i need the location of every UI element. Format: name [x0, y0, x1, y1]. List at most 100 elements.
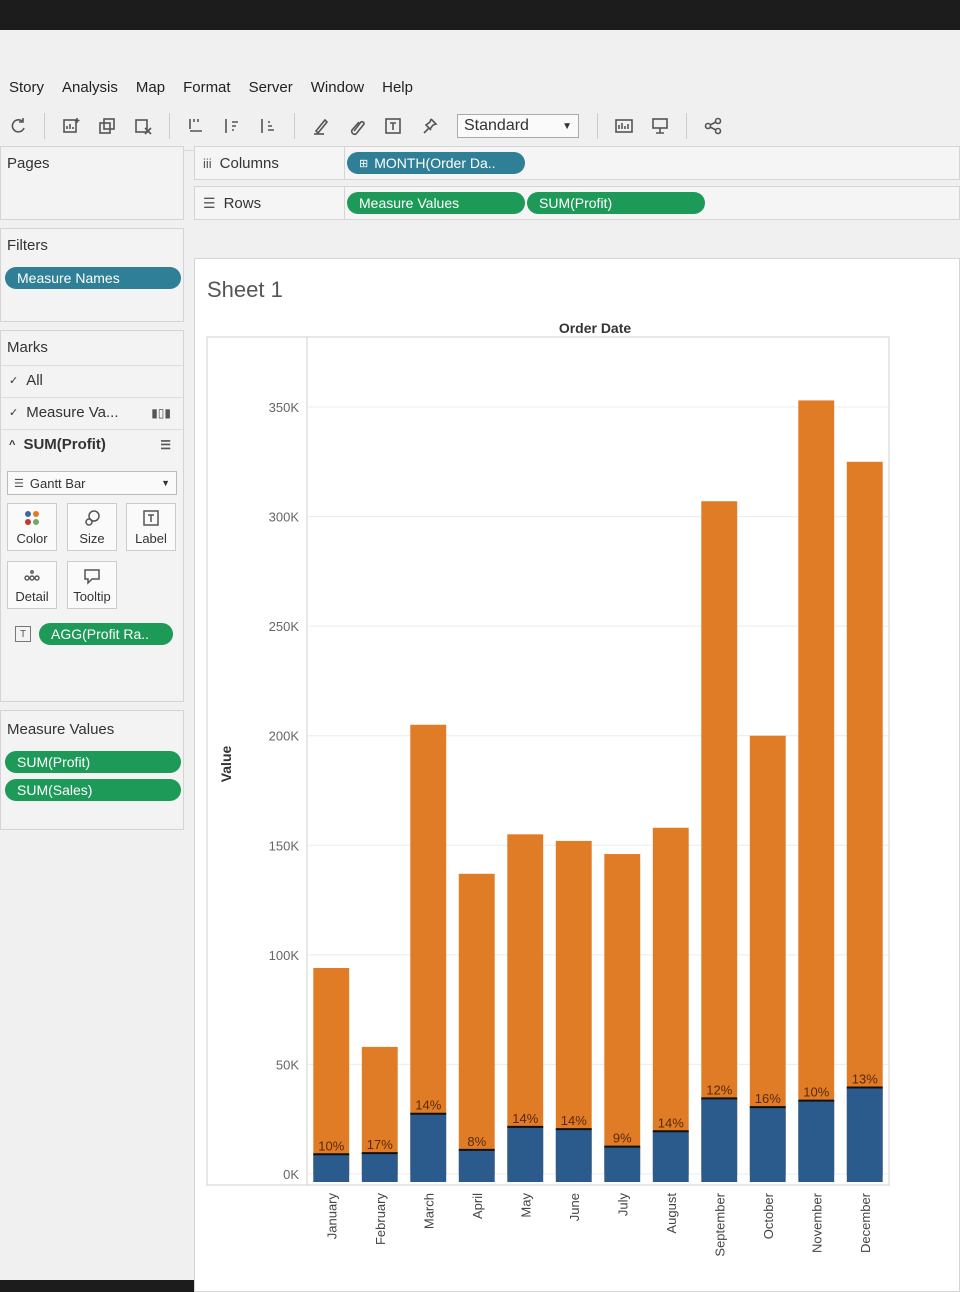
- detail-button[interactable]: Detail: [7, 561, 57, 609]
- marks-label: Marks: [7, 339, 48, 356]
- label-pill-profit-ratio[interactable]: AGG(Profit Ra..: [39, 623, 173, 645]
- x-tick-label: September: [712, 1192, 727, 1256]
- measure-values-card: Measure Values SUM(Profit) SUM(Sales): [0, 710, 184, 830]
- highlight-icon[interactable]: [309, 115, 333, 137]
- menu-help[interactable]: Help: [382, 78, 413, 96]
- bar-profit: [410, 1113, 447, 1182]
- bar-profit: [798, 1100, 835, 1182]
- fit-dropdown-value: Standard: [464, 117, 529, 134]
- size-button[interactable]: Size: [67, 503, 117, 551]
- pages-label: Pages: [7, 155, 50, 172]
- measure-pill-profit[interactable]: SUM(Profit): [5, 751, 181, 773]
- columns-shelf-label: iii Columns: [195, 147, 345, 179]
- group-members-icon[interactable]: [345, 115, 369, 137]
- show-me-icon[interactable]: [612, 115, 636, 137]
- chevron-down-icon: ▼: [161, 478, 170, 488]
- data-label: 14%: [561, 1113, 587, 1128]
- pin-icon[interactable]: [417, 115, 441, 137]
- presentation-mode-icon[interactable]: [648, 115, 672, 137]
- bar-sales: [749, 735, 786, 1174]
- data-label: 17%: [367, 1137, 393, 1152]
- tooltip-button[interactable]: Tooltip: [67, 561, 117, 609]
- columns-pill-month[interactable]: ⊞ MONTH(Order Da..: [347, 152, 525, 174]
- marks-all-row[interactable]: ✓ All: [1, 365, 183, 395]
- x-tick-label: May: [518, 1193, 533, 1218]
- toolbar-divider: [294, 113, 295, 139]
- bar-profit: [749, 1107, 786, 1182]
- mark-type-dropdown[interactable]: ☰ Gantt Bar ▼: [7, 471, 177, 495]
- filter-pill-measure-names[interactable]: Measure Names: [5, 267, 181, 289]
- bar-sales: [410, 724, 447, 1174]
- marks-card: Marks ✓ All ✓ Measure Va... ▮▯▮ ^ SUM(Pr…: [0, 330, 184, 702]
- menu-story[interactable]: Story: [9, 78, 45, 96]
- bar-sales: [507, 834, 544, 1174]
- sort-descending-icon[interactable]: [256, 115, 280, 137]
- data-label: 10%: [318, 1138, 344, 1153]
- y-tick-label: 150K: [269, 838, 300, 853]
- bar-profit: [604, 1146, 641, 1182]
- menu-window[interactable]: Window: [310, 78, 365, 96]
- bar-profit: [555, 1129, 592, 1182]
- y-tick-label: 350K: [269, 400, 300, 415]
- bar-profit: [361, 1153, 398, 1182]
- menu-format[interactable]: Format: [183, 78, 231, 96]
- chevron-down-icon: ✓: [9, 407, 19, 419]
- bar-profit: [846, 1087, 883, 1182]
- y-tick-label: 300K: [269, 510, 300, 525]
- expand-icon: ⊞: [359, 157, 369, 170]
- label-button[interactable]: Label: [126, 503, 176, 551]
- menu-map[interactable]: Map: [135, 78, 166, 96]
- bar-chart-icon: ▮▯▮: [151, 405, 171, 420]
- y-tick-label: 100K: [269, 948, 300, 963]
- sort-ascending-icon[interactable]: [220, 115, 244, 137]
- toolbar-divider: [44, 113, 45, 139]
- size-icon: [83, 504, 101, 531]
- measure-pill-sales[interactable]: SUM(Sales): [5, 779, 181, 801]
- bar-profit: [701, 1098, 738, 1182]
- chevron-up-icon: ^: [9, 438, 16, 451]
- rows-pill-profit[interactable]: SUM(Profit): [527, 192, 705, 214]
- color-button[interactable]: Color: [7, 503, 57, 551]
- swap-rows-columns-icon[interactable]: [184, 115, 208, 137]
- x-tick-label: August: [664, 1193, 679, 1234]
- gantt-icon: ☰: [160, 437, 171, 452]
- bar-sales: [313, 968, 350, 1174]
- tooltip-icon: [83, 562, 101, 589]
- x-tick-label: October: [761, 1192, 776, 1239]
- rows-pill-measure-values[interactable]: Measure Values: [347, 192, 525, 214]
- label-label: Label: [135, 531, 167, 546]
- menu-server[interactable]: Server: [248, 78, 293, 96]
- x-tick-label: December: [858, 1192, 873, 1253]
- bar-profit: [313, 1154, 350, 1182]
- toolbar-divider: [686, 113, 687, 139]
- duplicate-sheet-icon[interactable]: [95, 115, 119, 137]
- color-label: Color: [16, 531, 48, 546]
- bar-sales: [555, 840, 592, 1174]
- marks-profit-row[interactable]: ^ SUM(Profit) ☰: [1, 429, 183, 459]
- toolbar-divider: [597, 113, 598, 139]
- new-worksheet-icon[interactable]: [59, 115, 83, 137]
- bar-sales: [604, 854, 641, 1174]
- marks-profit-label: SUM(Profit): [23, 436, 106, 453]
- x-tick-label: February: [373, 1193, 388, 1246]
- columns-label: Columns: [219, 154, 279, 172]
- size-label: Size: [79, 531, 105, 546]
- filters-label: Filters: [7, 237, 48, 254]
- show-mark-labels-icon[interactable]: [381, 115, 405, 137]
- refresh-icon[interactable]: [6, 115, 30, 137]
- tooltip-label: Tooltip: [73, 589, 111, 604]
- measure-values-label: Measure Values: [7, 721, 115, 738]
- share-icon[interactable]: [701, 115, 725, 137]
- menu-analysis[interactable]: Analysis: [62, 78, 118, 96]
- clear-sheet-icon[interactable]: [131, 115, 155, 137]
- data-label: 9%: [613, 1131, 632, 1146]
- data-label: 8%: [467, 1134, 486, 1149]
- marks-measure-values-row[interactable]: ✓ Measure Va... ▮▯▮: [1, 397, 183, 427]
- rows-shelf[interactable]: ☰ Rows Measure Values SUM(Profit): [194, 186, 960, 220]
- color-palette-icon: [23, 504, 41, 531]
- columns-shelf[interactable]: iii Columns ⊞ MONTH(Order Da..: [194, 146, 960, 180]
- y-tick-label: 50K: [276, 1057, 299, 1072]
- gantt-icon: ☰: [14, 477, 24, 490]
- worksheet: Sheet 1 Order Date Value 0K 50K 100K 150K 20…: [194, 258, 960, 1292]
- fit-dropdown[interactable]: Standard ▼: [457, 114, 579, 138]
